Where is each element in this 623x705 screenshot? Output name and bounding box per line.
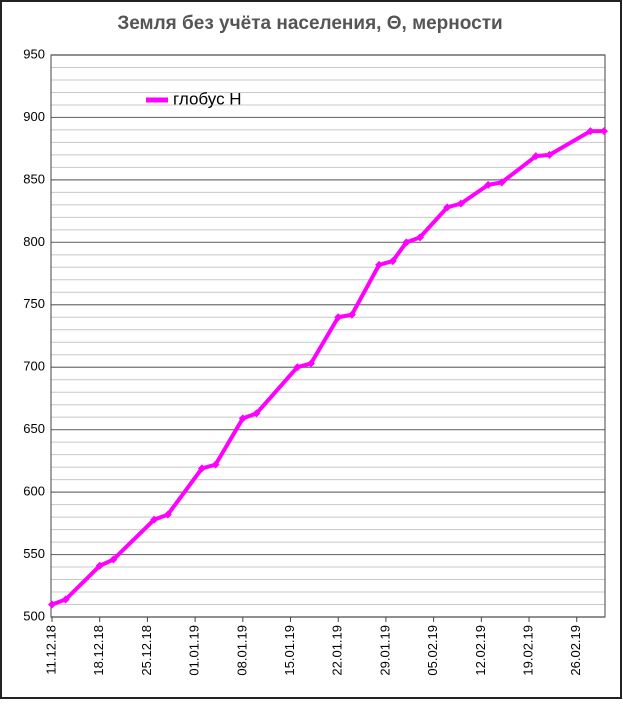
x-tick-label: 22.01.19 bbox=[330, 625, 345, 676]
x-tick-label: 18.12.18 bbox=[91, 625, 106, 676]
data-point bbox=[375, 260, 384, 269]
x-tick-label: 12.02.19 bbox=[473, 625, 488, 676]
y-tick-label: 900 bbox=[23, 109, 45, 124]
x-tick-label: 08.01.19 bbox=[234, 625, 249, 676]
x-tick-label: 15.01.19 bbox=[282, 625, 297, 676]
data-point bbox=[402, 238, 411, 247]
data-point bbox=[109, 555, 118, 564]
legend-label: глобус Н bbox=[173, 89, 242, 108]
data-point bbox=[238, 414, 247, 423]
y-tick-label: 950 bbox=[23, 46, 45, 61]
y-tick-label: 550 bbox=[23, 546, 45, 561]
data-point bbox=[306, 359, 315, 368]
y-tick-label: 750 bbox=[23, 296, 45, 311]
y-tick-label: 650 bbox=[23, 421, 45, 436]
data-point bbox=[416, 233, 424, 242]
x-tick-label: 11.12.18 bbox=[43, 625, 58, 675]
x-tick-label: 26.02.19 bbox=[568, 625, 583, 676]
y-tick-label: 850 bbox=[23, 171, 45, 186]
y-tick-label: 500 bbox=[23, 608, 45, 623]
data-point bbox=[586, 127, 595, 136]
chart-title: Земля без учёта населения, Θ, мерности bbox=[117, 13, 502, 34]
data-point bbox=[48, 600, 56, 609]
data-point bbox=[95, 561, 104, 570]
data-point bbox=[61, 595, 70, 604]
data-point bbox=[150, 515, 159, 524]
y-tick-label: 600 bbox=[23, 484, 45, 499]
data-point bbox=[252, 409, 261, 418]
data-point bbox=[545, 150, 554, 159]
data-point bbox=[497, 178, 506, 187]
x-tick-label: 05.02.19 bbox=[425, 625, 440, 676]
data-point bbox=[211, 460, 220, 469]
x-tick-label: 01.01.19 bbox=[187, 625, 202, 676]
x-tick-label: 19.02.19 bbox=[520, 625, 535, 676]
data-point bbox=[600, 127, 608, 136]
data-point bbox=[334, 313, 343, 322]
data-point bbox=[531, 152, 540, 161]
x-tick-label: 29.01.19 bbox=[377, 625, 392, 676]
data-point bbox=[197, 464, 206, 473]
data-point bbox=[293, 363, 302, 372]
data-point bbox=[163, 510, 172, 519]
y-tick-label: 800 bbox=[23, 234, 45, 249]
data-point bbox=[388, 257, 397, 266]
x-tick-label: 25.12.18 bbox=[139, 625, 154, 676]
data-point bbox=[443, 203, 452, 212]
data-point bbox=[347, 310, 356, 319]
y-tick-label: 700 bbox=[23, 359, 45, 374]
data-point bbox=[484, 180, 493, 189]
plot-border bbox=[50, 54, 606, 618]
data-point bbox=[456, 199, 465, 208]
